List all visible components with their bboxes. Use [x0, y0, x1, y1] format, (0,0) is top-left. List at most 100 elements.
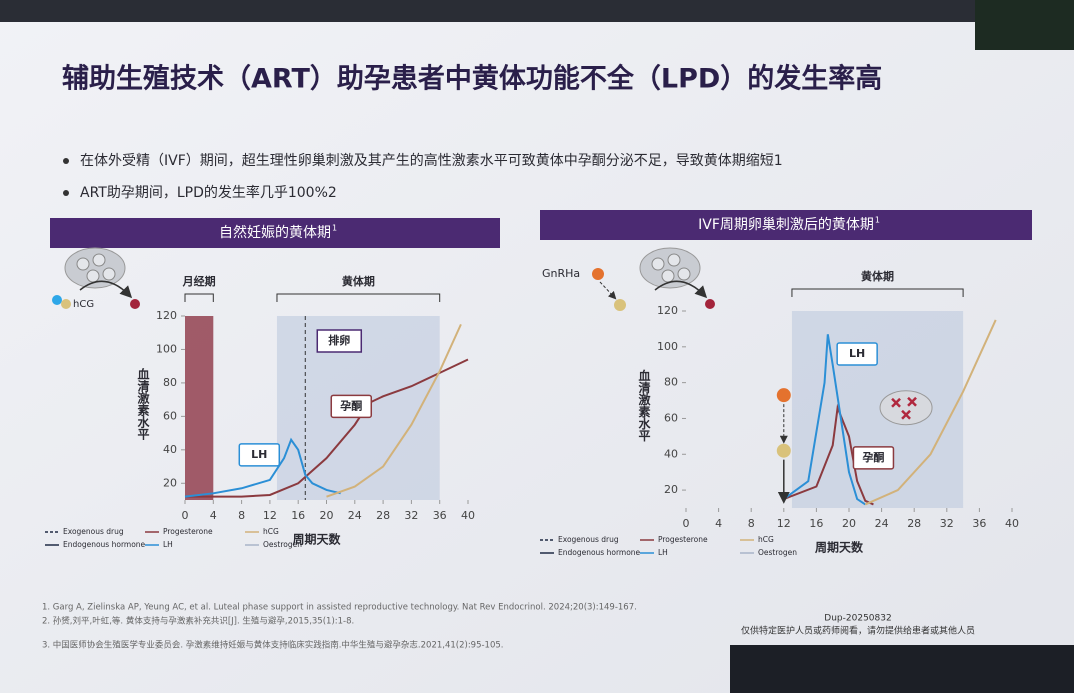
x-tick-label: 36 — [433, 509, 447, 522]
y-tick-label: 80 — [163, 376, 177, 389]
phase-bracket — [791, 288, 964, 297]
x-tick-label: 20 — [842, 517, 856, 530]
y-tick-label: 80 — [664, 376, 678, 389]
chart-title-bar — [540, 210, 1032, 240]
legend-label: LH — [658, 548, 668, 557]
blue-dot — [52, 295, 62, 305]
chart-title: 自然妊娠的黄体期 — [219, 224, 331, 241]
x-tick-label: 4 — [715, 517, 722, 530]
bullet: ART助孕期间，LPD的发生率几乎100%2 — [80, 184, 337, 201]
series-line — [864, 319, 997, 506]
legend-label: LH — [163, 540, 173, 549]
legend-label: Progesterone — [163, 527, 213, 536]
x-tick-label: 8 — [238, 509, 245, 522]
legend-label: Exogenous drug — [558, 535, 619, 544]
cross-icon — [891, 397, 901, 408]
x-axis-label: 周期天数 — [292, 532, 341, 547]
series-line — [783, 403, 874, 506]
x-tick-label: 28 — [907, 517, 921, 530]
orange-dot — [592, 268, 604, 280]
stage-edge — [730, 645, 1074, 693]
icon-arrow — [79, 280, 133, 299]
series-line — [783, 334, 866, 506]
doc-code: Dup-20250832 — [824, 614, 891, 624]
y-tick-label: 60 — [163, 409, 177, 422]
x-tick-label: 8 — [748, 517, 755, 530]
x-tick-label: 12 — [263, 509, 277, 522]
x-tick-label: 24 — [875, 517, 889, 530]
legend-label: Progesterone — [658, 535, 708, 544]
bullet: 在体外受精（IVF）期间，超生理性卵巢刺激及其产生的高性激素水平可致黄体中孕酮分… — [80, 152, 783, 169]
slide-title: 辅助生殖技术（ART）助孕患者中黄体功能不全（LPD）的发生率高 — [62, 63, 882, 95]
y-tick-label: 120 — [657, 304, 678, 317]
phase-label: 黄体期 — [342, 274, 375, 288]
legend-label: Oestrogen — [758, 548, 797, 557]
chart-title-bar — [50, 218, 500, 248]
title-ref: 1 — [332, 224, 337, 233]
legend-label: Exogenous drug — [63, 527, 124, 536]
reference: 1. Garg A, Zielinska AP, Yeung AC, et al… — [42, 603, 637, 613]
x-tick-label: 12 — [777, 517, 791, 530]
legend-label: Endogenous hormone — [63, 540, 146, 549]
phase-bracket — [276, 293, 441, 302]
red-dot — [130, 299, 140, 309]
x-tick-label: 4 — [210, 509, 217, 522]
notice: 仅供特定医护人员或药师阅看，请勿提供给患者或其他人员 — [741, 625, 975, 637]
series-line — [184, 437, 341, 498]
y-tick-label: 100 — [156, 342, 177, 355]
follicle-icon — [661, 269, 675, 283]
series-callout-label: LH — [251, 448, 267, 461]
corpus-icon — [879, 390, 933, 426]
phase-bracket — [184, 293, 214, 302]
y-tick-label: 40 — [664, 447, 678, 460]
series-callout — [330, 394, 373, 419]
series-callout-label: 孕酮 — [862, 451, 884, 464]
phase-label: 月经期 — [182, 274, 216, 288]
ceiling — [0, 0, 1074, 22]
series-callout — [238, 443, 281, 467]
series-callout-label: 孕酮 — [340, 399, 362, 412]
exo-yellow — [776, 443, 791, 458]
yellow-dot — [614, 299, 626, 311]
icon-label: GnRHa — [542, 267, 580, 280]
x-axis-label: 周期天数 — [815, 540, 864, 555]
follicle-icon — [92, 253, 106, 267]
series-callout — [852, 446, 895, 470]
phase-label: 黄体期 — [861, 269, 894, 283]
y-tick-label: 60 — [664, 411, 678, 424]
follicle-icon — [86, 269, 100, 283]
legend-label: hCG — [263, 527, 279, 536]
legend-label: hCG — [758, 535, 774, 544]
x-tick-label: 0 — [683, 517, 690, 530]
x-tick-label: 40 — [461, 509, 475, 522]
y-tick-label: 120 — [156, 309, 177, 322]
reference: 2. 孙赟,刘平,叶虹,等. 黄体支持与孕激素补充共识[J]. 生殖与避孕,20… — [42, 616, 354, 627]
ovulation-label: 排卵 — [328, 333, 350, 347]
y-tick-label: 20 — [163, 476, 177, 489]
y-tick-label: 100 — [657, 340, 678, 353]
series-callout-label: LH — [849, 347, 865, 360]
y-tick-label: 20 — [664, 483, 678, 496]
y-axis-label: 血清激素水平 — [136, 367, 150, 441]
series-line — [185, 358, 469, 498]
series-line — [326, 323, 462, 498]
cross-icon — [901, 409, 911, 420]
series-callout — [836, 342, 878, 366]
x-tick-label: 32 — [940, 517, 954, 530]
icon-arrow — [654, 280, 708, 299]
legend-label: Oestrogen — [263, 540, 302, 549]
chart-title: IVF周期卵巢刺激后的黄体期 — [698, 216, 874, 233]
x-tick-label: 28 — [376, 509, 390, 522]
x-tick-label: 24 — [348, 509, 362, 522]
follicle-icon — [76, 257, 90, 271]
follicle-icon — [677, 267, 691, 281]
x-tick-label: 20 — [320, 509, 334, 522]
phase-region — [185, 316, 214, 500]
x-tick-label: 32 — [404, 509, 418, 522]
reference: 3. 中国医师协会生殖医学专业委员会. 孕激素维持妊娠与黄体支持临床实践指南.中… — [42, 640, 504, 651]
phase-region — [791, 311, 964, 508]
icon-arrow-dashed — [599, 281, 617, 300]
icon-label: hCG — [73, 299, 94, 310]
x-tick-label: 16 — [291, 509, 305, 522]
